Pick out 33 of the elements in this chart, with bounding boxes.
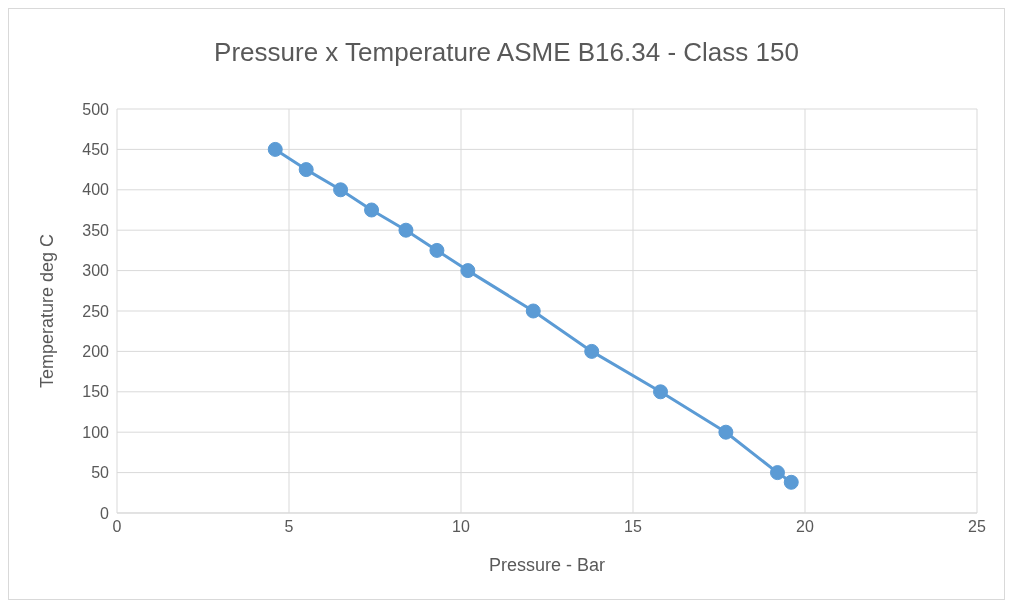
x-tick-label: 5 — [284, 518, 294, 536]
point — [783, 474, 799, 490]
x-tick-label: 25 — [968, 518, 986, 536]
y-tick-label: 400 — [82, 181, 110, 199]
y-tick-label: 250 — [82, 302, 110, 320]
y-tick-label: 500 — [82, 100, 110, 118]
point — [267, 141, 283, 157]
point — [460, 263, 476, 279]
point — [769, 465, 785, 481]
point — [298, 162, 314, 178]
y-axis-title: Temperature deg C — [37, 233, 58, 389]
point — [718, 424, 734, 440]
point — [653, 384, 669, 400]
x-tick-label: 0 — [112, 518, 122, 536]
point — [525, 303, 541, 319]
chart-title: Pressure x Temperature ASME B16.34 - Class 150 — [213, 37, 800, 68]
point — [398, 222, 414, 238]
y-tick-label: 300 — [82, 262, 110, 280]
point — [364, 202, 380, 218]
y-tick-label: 150 — [82, 383, 110, 401]
y-tick-label: 350 — [82, 221, 110, 239]
x-tick-label: 10 — [452, 518, 470, 536]
y-tick-label: 0 — [100, 504, 110, 522]
x-tick-label: 15 — [624, 518, 642, 536]
y-tick-label: 50 — [91, 464, 110, 482]
point — [429, 242, 445, 258]
y-tick-label: 200 — [82, 343, 110, 361]
y-tick-label: 100 — [82, 423, 110, 441]
y-tick-label: 450 — [82, 141, 110, 159]
point — [333, 182, 349, 198]
point — [584, 343, 600, 359]
x-tick-label: 20 — [796, 518, 814, 536]
x-axis-title: Pressure - Bar — [488, 555, 606, 575]
